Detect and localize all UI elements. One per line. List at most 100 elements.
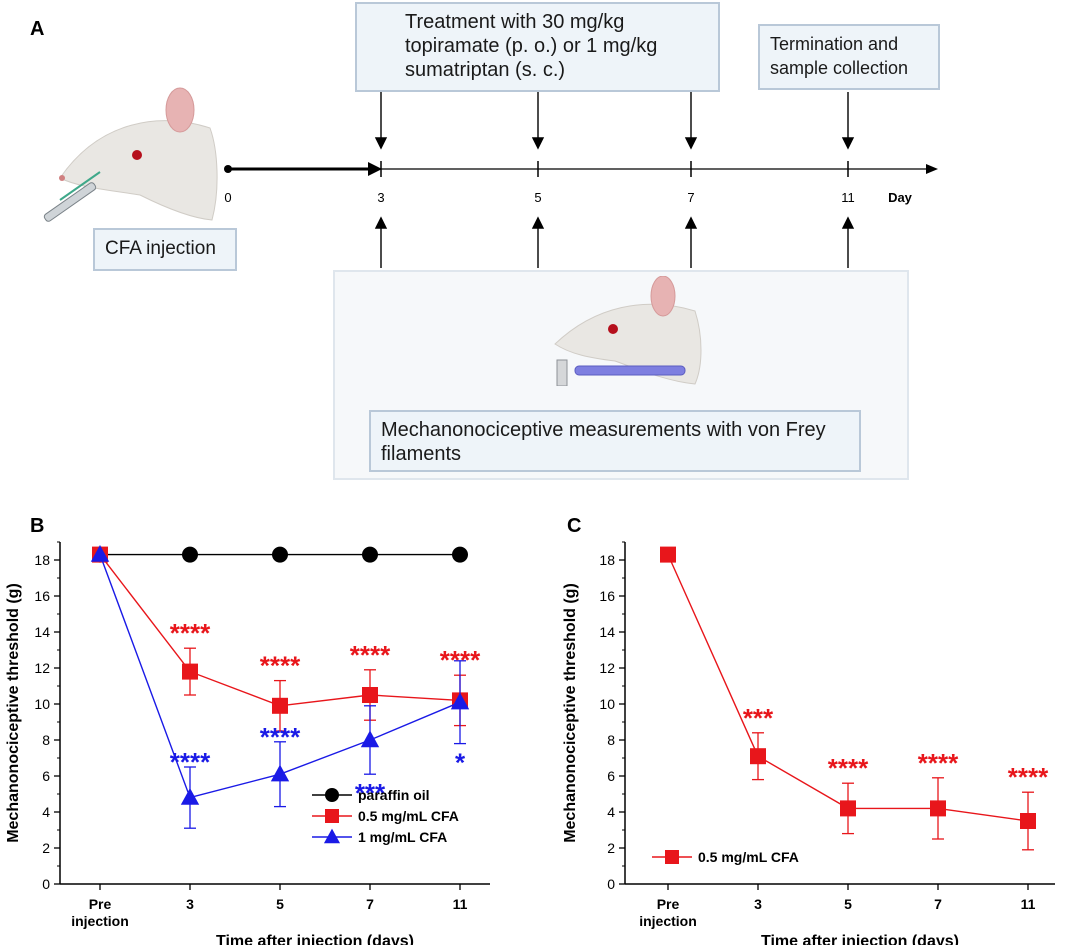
y-tick-label: 16 [599, 588, 615, 604]
y-axis-title: Mechanonociceptive threshold (g) [5, 583, 22, 843]
legend-label: paraffin oil [358, 787, 430, 803]
von-frey-filament-icon [574, 365, 686, 376]
legend-label: 0.5 mg/mL CFA [698, 849, 799, 865]
y-axis-title: Mechanonociceptive threshold (g) [562, 583, 579, 843]
y-tick-label: 18 [34, 552, 50, 568]
x-tick-label: 5 [844, 896, 852, 912]
timeline-unit: Day [888, 190, 913, 205]
measurement-box: Mechanonociceptive measurements with von… [369, 410, 861, 472]
y-tick-label: 12 [599, 660, 615, 676]
x-tick-label: Pre [89, 896, 112, 912]
treatment-text: Treatment with 30 mg/kg topiramate (p. o… [405, 11, 658, 81]
y-tick-label: 8 [607, 732, 615, 748]
syringe-icon [43, 171, 101, 222]
legend-marker-square [665, 850, 679, 864]
data-point-circle [272, 546, 288, 563]
y-tick-label: 10 [599, 696, 615, 712]
x-tick-label: 11 [453, 896, 468, 912]
data-point-square [272, 697, 288, 714]
y-tick-label: 2 [42, 840, 50, 856]
panel-a-label: A [30, 18, 45, 40]
legend-marker-triangle [323, 828, 341, 844]
data-point-square [840, 800, 856, 817]
x-tick-label: 7 [934, 896, 942, 912]
legend-label: 0.5 mg/mL CFA [358, 808, 459, 824]
measurement-arrows [374, 216, 855, 268]
timeline [224, 161, 938, 177]
significance-label: **** [918, 748, 959, 778]
timeline-tick-11: 11 [841, 190, 855, 205]
y-tick-label: 6 [42, 768, 50, 784]
x-tick-label: 3 [754, 896, 762, 912]
significance-label: **** [828, 753, 869, 783]
legend-label: 1 mg/mL CFA [358, 829, 447, 845]
significance-label: **** [350, 640, 391, 670]
legend-marker-circle [325, 788, 339, 802]
y-tick-label: 18 [599, 552, 615, 568]
measurement-panel: Mechanonociceptive measurements with von… [333, 270, 909, 480]
data-point-square [182, 663, 198, 680]
treatment-arrows [374, 92, 855, 150]
panel-b-label: B [30, 515, 45, 537]
significance-label: **** [260, 651, 301, 681]
data-point-triangle [180, 788, 200, 805]
rat-illustration-1 [59, 87, 218, 221]
cfa-injection-box: CFA injection [93, 228, 237, 271]
x-tick-label: 3 [186, 896, 194, 912]
significance-label: *** [743, 703, 774, 733]
significance-label: * [455, 748, 466, 778]
data-point-square [660, 546, 676, 563]
rat-with-filament-illustration [554, 276, 702, 386]
y-tick-label: 2 [607, 840, 615, 856]
data-point-square [750, 748, 766, 765]
data-point-triangle [270, 764, 290, 782]
x-tick-label: 5 [276, 896, 284, 912]
significance-label: **** [170, 747, 211, 777]
panel-c-label: C [567, 515, 582, 537]
x-axis-title: Time after injection (days) [761, 933, 959, 945]
y-tick-label: 8 [42, 732, 50, 748]
cfa-injection-text: CFA injection [105, 238, 216, 259]
treatment-box: Treatment with 30 mg/kg topiramate (p. o… [355, 2, 720, 92]
data-point-triangle [360, 730, 380, 748]
termination-text: Termination and sample collection [770, 34, 909, 78]
termination-box: Termination and sample collection [758, 24, 940, 90]
y-tick-label: 14 [34, 624, 50, 640]
data-point-circle [182, 546, 198, 563]
y-tick-label: 12 [34, 660, 50, 676]
x-tick-label: 11 [1021, 896, 1036, 912]
timeline-tick-3: 3 [377, 190, 384, 205]
data-point-square [1020, 813, 1036, 829]
y-tick-label: 10 [34, 696, 50, 712]
y-tick-label: 4 [607, 804, 615, 820]
significance-label: **** [440, 645, 481, 675]
legend-marker-square [325, 809, 339, 823]
data-point-triangle [450, 692, 470, 710]
y-tick-label: 0 [607, 876, 615, 892]
x-tick-label: Pre [657, 896, 680, 912]
y-tick-label: 4 [42, 804, 50, 820]
x-tick-label: 7 [366, 896, 374, 912]
data-point-circle [452, 546, 468, 563]
panel-a-illustration: 0 3 5 7 11 Day [43, 87, 938, 268]
significance-label: **** [1008, 762, 1049, 792]
data-point-triangle [90, 545, 110, 562]
y-tick-label: 16 [34, 588, 50, 604]
y-tick-label: 6 [607, 768, 615, 784]
significance-label: *** [355, 778, 386, 808]
y-tick-label: 0 [42, 876, 50, 892]
significance-label: **** [170, 618, 211, 648]
data-point-square [930, 800, 946, 817]
timeline-tick-5: 5 [534, 190, 541, 205]
data-point-circle [362, 546, 378, 563]
significance-label: **** [260, 722, 301, 752]
x-tick-label: injection [71, 913, 129, 929]
x-axis-title: Time after injection (days) [216, 933, 414, 945]
y-tick-label: 14 [599, 624, 615, 640]
timeline-tick-0: 0 [224, 190, 231, 205]
timeline-tick-7: 7 [687, 190, 694, 205]
measurement-text: Mechanonociceptive measurements with von… [381, 419, 826, 465]
data-point-square [362, 687, 378, 703]
